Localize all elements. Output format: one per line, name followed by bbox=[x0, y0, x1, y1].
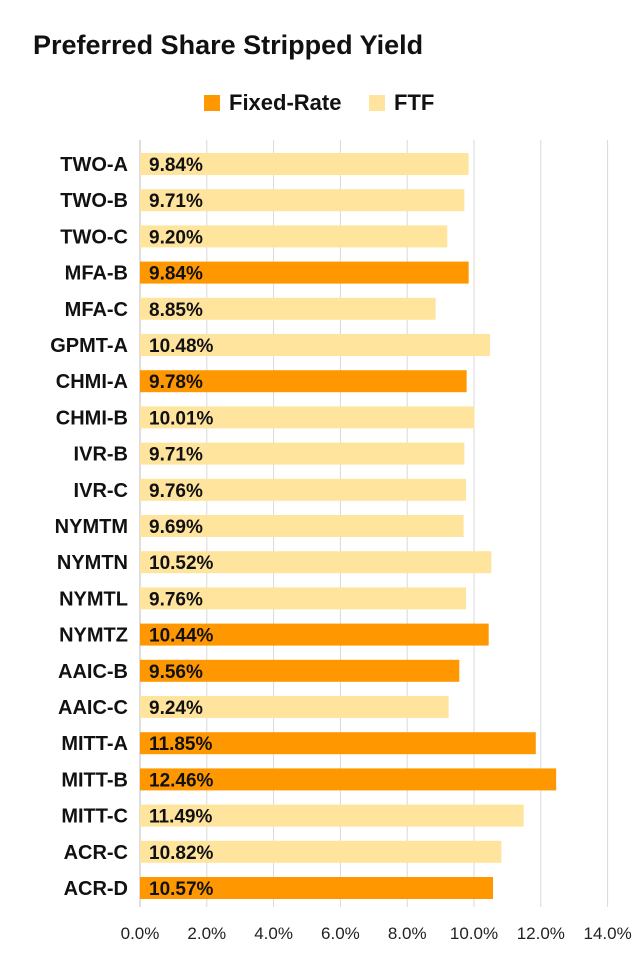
legend-swatch-fixed-rate bbox=[204, 95, 220, 111]
bar bbox=[140, 442, 465, 465]
data-label: 9.56% bbox=[149, 662, 203, 683]
category-label: TWO-B bbox=[60, 190, 128, 212]
category-label: TWO-A bbox=[60, 154, 128, 176]
bar bbox=[140, 406, 475, 429]
category-label: IVR-C bbox=[74, 480, 128, 502]
chart-title: Preferred Share Stripped Yield bbox=[33, 30, 424, 60]
bar bbox=[140, 804, 524, 827]
bar bbox=[140, 225, 448, 248]
data-label: 8.85% bbox=[149, 300, 203, 321]
category-label: AAIC-C bbox=[58, 697, 128, 719]
data-label: 10.48% bbox=[149, 336, 214, 357]
legend-swatch-ftf bbox=[369, 95, 385, 111]
bar bbox=[140, 515, 464, 537]
category-label: NYMTN bbox=[57, 552, 128, 574]
data-label: 9.71% bbox=[149, 191, 203, 212]
category-label: ACR-C bbox=[64, 842, 128, 864]
category-label: NYMTL bbox=[59, 588, 128, 610]
bar bbox=[140, 261, 469, 284]
bar bbox=[140, 840, 502, 863]
x-tick-label: 12.0% bbox=[517, 924, 565, 943]
bar bbox=[140, 370, 467, 393]
category-label: GPMT-A bbox=[50, 335, 128, 357]
category-label: TWO-C bbox=[60, 226, 128, 248]
legend-item-fixed-rate: Fixed-Rate bbox=[204, 88, 341, 118]
data-label: 11.85% bbox=[149, 734, 212, 755]
data-label: 9.69% bbox=[149, 517, 203, 538]
category-label: CHMI-B bbox=[56, 407, 128, 429]
legend: Fixed-Rate FTF bbox=[0, 88, 640, 118]
x-tick-label: 10.0% bbox=[450, 924, 498, 943]
category-label: AAIC-B bbox=[58, 661, 128, 683]
data-label: 10.82% bbox=[149, 843, 214, 864]
category-label: MITT-B bbox=[61, 769, 128, 791]
data-label: 9.84% bbox=[149, 264, 203, 285]
data-label: 9.20% bbox=[149, 227, 203, 248]
data-label: 11.49% bbox=[149, 807, 212, 828]
bar bbox=[140, 478, 466, 501]
x-tick-label: 14.0% bbox=[583, 924, 631, 943]
bar bbox=[140, 297, 436, 320]
data-label: 9.78% bbox=[149, 372, 203, 393]
bar bbox=[140, 153, 469, 175]
bar bbox=[140, 732, 536, 755]
category-label: MITT-A bbox=[61, 733, 128, 755]
category-label: MITT-C bbox=[61, 806, 128, 828]
category-label: IVR-B bbox=[74, 444, 128, 466]
legend-label-fixed-rate: Fixed-Rate bbox=[229, 90, 342, 115]
x-tick-label: 4.0% bbox=[254, 924, 293, 943]
x-tick-label: 2.0% bbox=[187, 924, 226, 943]
data-label: 10.44% bbox=[149, 626, 214, 647]
bar bbox=[140, 659, 460, 682]
bar bbox=[140, 189, 465, 212]
data-label: 10.52% bbox=[149, 553, 214, 574]
category-label: NYMTZ bbox=[59, 625, 128, 647]
legend-item-ftf: FTF bbox=[369, 88, 434, 118]
data-label: 12.46% bbox=[149, 770, 214, 791]
data-label: 9.24% bbox=[149, 698, 203, 719]
data-label: 10.57% bbox=[149, 879, 214, 900]
bar bbox=[140, 551, 492, 574]
data-label: 9.76% bbox=[149, 481, 203, 502]
bar bbox=[140, 334, 491, 356]
category-label: MFA-B bbox=[65, 263, 128, 285]
x-tick-label: 6.0% bbox=[321, 924, 360, 943]
category-label: MFA-C bbox=[65, 299, 128, 321]
bar bbox=[140, 623, 489, 646]
category-label: CHMI-A bbox=[56, 371, 128, 393]
data-label: 10.01% bbox=[149, 408, 214, 429]
bar bbox=[140, 696, 449, 718]
bar bbox=[140, 587, 466, 610]
legend-label-ftf: FTF bbox=[394, 90, 435, 115]
category-label: NYMTM bbox=[55, 516, 128, 538]
bar bbox=[140, 877, 494, 899]
data-label: 9.71% bbox=[149, 445, 203, 466]
data-label: 9.84% bbox=[149, 155, 203, 176]
x-tick-label: 8.0% bbox=[388, 924, 427, 943]
x-tick-label: 0.0% bbox=[121, 924, 160, 943]
category-label: ACR-D bbox=[64, 878, 128, 900]
data-label: 9.76% bbox=[149, 589, 203, 610]
bar bbox=[140, 768, 557, 791]
